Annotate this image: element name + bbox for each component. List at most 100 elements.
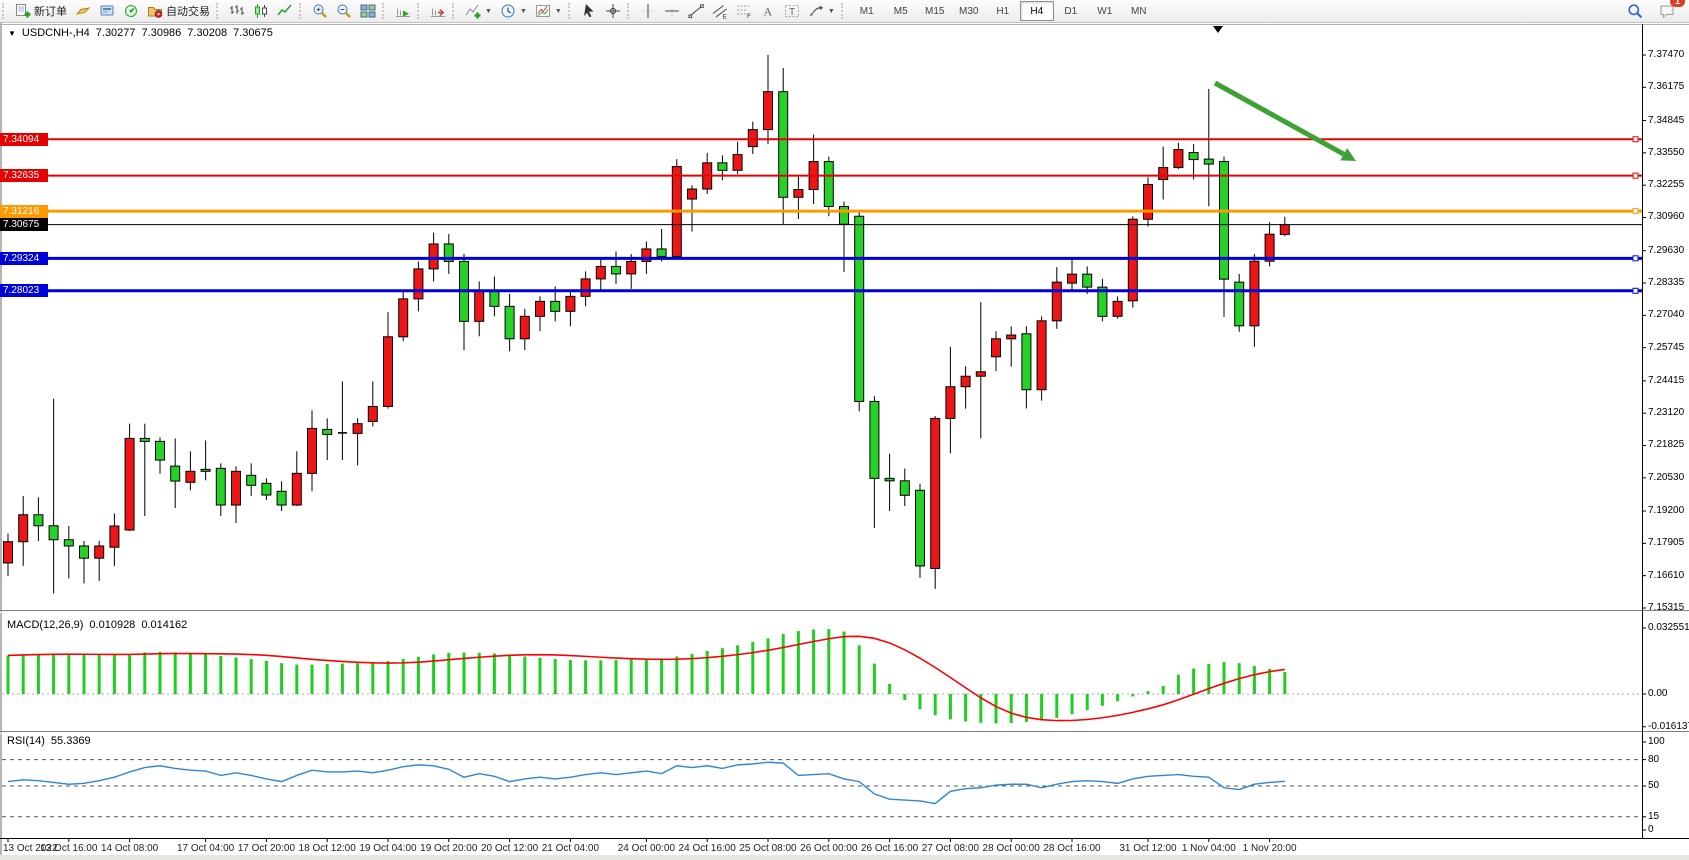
trend-arrow-annotation[interactable]	[1213, 80, 1345, 157]
chart-shift-icon	[431, 8, 445, 17]
templates-button[interactable]: ▼	[531, 0, 566, 22]
chart-shift-button[interactable]	[426, 0, 450, 22]
toolbar-group-grip[interactable]	[840, 3, 846, 19]
text-icon: A	[763, 5, 772, 19]
tile-windows-icon	[360, 4, 376, 18]
arrows-button-caret-icon[interactable]: ▼	[827, 7, 835, 15]
text-label-button[interactable]: T	[780, 0, 804, 22]
cursor-button[interactable]	[577, 0, 601, 22]
chat-icon	[1660, 5, 1674, 19]
toolbar-group-grip[interactable]	[382, 3, 387, 19]
periods-button-caret-icon[interactable]: ▼	[519, 7, 527, 15]
zoom-out-icon	[337, 4, 351, 18]
templates-icon	[535, 5, 550, 17]
toolbar-groups: 新订单 自动交易 ▼ ▼ ▼ E F A T ▼ M1 M5 M15 M30 H1 H4 D1 W1 MN	[0, 0, 1156, 22]
timeframe-mn-button[interactable]: MN	[1130, 5, 1147, 17]
indicators-icon	[465, 4, 481, 19]
search-button[interactable]	[1623, 0, 1647, 22]
candle-chart-icon	[255, 4, 267, 18]
templates-button-caret-icon[interactable]: ▼	[554, 7, 562, 15]
crosshair-button[interactable]	[601, 0, 625, 22]
indicators-button[interactable]: ▼	[461, 0, 496, 22]
timeframe-m1-button[interactable]: M1	[859, 5, 874, 17]
zoom-in-button[interactable]	[308, 0, 332, 22]
svg-text:A: A	[763, 5, 772, 19]
vertical-line-button[interactable]	[636, 0, 660, 22]
macd-signal-line	[7, 635, 1285, 722]
timeframe-m15-button[interactable]: M15	[925, 5, 945, 17]
trendline-button[interactable]	[684, 0, 708, 22]
vertical-line-icon	[642, 4, 653, 18]
candlestick-series	[3, 55, 1290, 594]
candlestick-chart-button[interactable]	[249, 0, 273, 22]
toolbar-group-grip[interactable]	[2, 3, 7, 19]
text-button[interactable]: A	[756, 0, 780, 22]
support-line-anchor-handle[interactable]	[3, 287, 10, 294]
autotrading-icon	[148, 7, 163, 18]
svg-text:F: F	[747, 13, 751, 19]
channel-icon: E	[712, 5, 727, 20]
horizontal-line-button[interactable]	[660, 0, 684, 22]
strategy-tester-icon	[125, 5, 137, 17]
timeframe-h1-button[interactable]: H1	[996, 5, 1010, 17]
timeframe-m30-button[interactable]: M30	[959, 5, 979, 17]
toolbar-group-grip[interactable]	[626, 3, 632, 19]
trend-arrow-head[interactable]	[1340, 148, 1356, 161]
auto-scroll-icon	[396, 8, 410, 17]
text-label-icon: T	[784, 5, 799, 18]
fibonacci-button[interactable]: F	[732, 0, 756, 22]
svg-text:T: T	[789, 7, 795, 18]
pivot-line-7-31216-handle[interactable]	[1632, 208, 1639, 215]
market-watch-button[interactable]	[71, 0, 95, 22]
periods-icon	[501, 4, 515, 18]
timeframe-w1-button[interactable]: W1	[1097, 5, 1113, 17]
resistance-line-7-32635-handle[interactable]	[1632, 172, 1639, 179]
strategy-tester-button[interactable]	[119, 0, 143, 22]
cursor-icon	[583, 4, 594, 18]
notification-badge: 1	[1670, 0, 1685, 7]
auto-scroll-button[interactable]	[391, 0, 415, 22]
zoom-out-button[interactable]	[332, 0, 356, 22]
toolbar-group-grip[interactable]	[452, 3, 457, 19]
fibonacci-icon: F	[736, 5, 751, 19]
crosshair-icon	[605, 4, 620, 18]
equidistant-channel-button[interactable]: E	[708, 0, 732, 22]
resistance-line-7-34094-handle[interactable]	[1632, 136, 1639, 143]
timeframe-m5-button[interactable]: M5	[893, 5, 908, 17]
chart-shift-marker-icon[interactable]	[1213, 26, 1223, 33]
line-chart-button[interactable]	[273, 0, 297, 22]
notifications-button[interactable]: 1	[1655, 0, 1685, 22]
timeframe-h4-button[interactable]: H4	[1019, 1, 1054, 21]
zoom-in-icon	[313, 4, 327, 18]
indicators-button-caret-icon[interactable]: ▼	[485, 7, 492, 15]
autotrading-button-label: 自动交易	[166, 6, 210, 18]
timeframe-d1-button[interactable]: D1	[1064, 5, 1078, 17]
rsi-line	[7, 761, 1285, 805]
search-icon	[1628, 4, 1643, 19]
data-window-icon	[100, 5, 114, 16]
trendline-icon	[688, 4, 704, 19]
shapes-icon	[809, 5, 823, 16]
bar-chart-button[interactable]	[225, 0, 249, 22]
data-window-button[interactable]	[95, 0, 119, 22]
bar-chart-icon	[230, 5, 244, 15]
autotrading-button[interactable]: 自动交易	[143, 0, 214, 22]
horizontal-line-icon	[664, 6, 679, 16]
tile-windows-button[interactable]	[356, 0, 380, 22]
market-watch-icon	[75, 7, 91, 15]
new-order-icon	[16, 4, 31, 18]
toolbar-group-grip[interactable]	[567, 3, 573, 19]
support-line-7-29324-handle[interactable]	[1632, 255, 1639, 262]
support-line-7-28023-handle[interactable]	[1632, 287, 1639, 294]
new-order-button[interactable]: 新订单	[11, 0, 71, 22]
toolbar-group-grip[interactable]	[299, 3, 304, 19]
svg-text:E: E	[722, 14, 727, 20]
new-order-button-label: 新订单	[34, 6, 67, 18]
arrows-button[interactable]: ▼	[804, 0, 839, 22]
toolbar-group-grip[interactable]	[417, 3, 422, 19]
toolbar-group-grip[interactable]	[216, 3, 221, 19]
periods-button[interactable]: ▼	[496, 0, 531, 22]
macd-histogram	[6, 629, 1287, 724]
